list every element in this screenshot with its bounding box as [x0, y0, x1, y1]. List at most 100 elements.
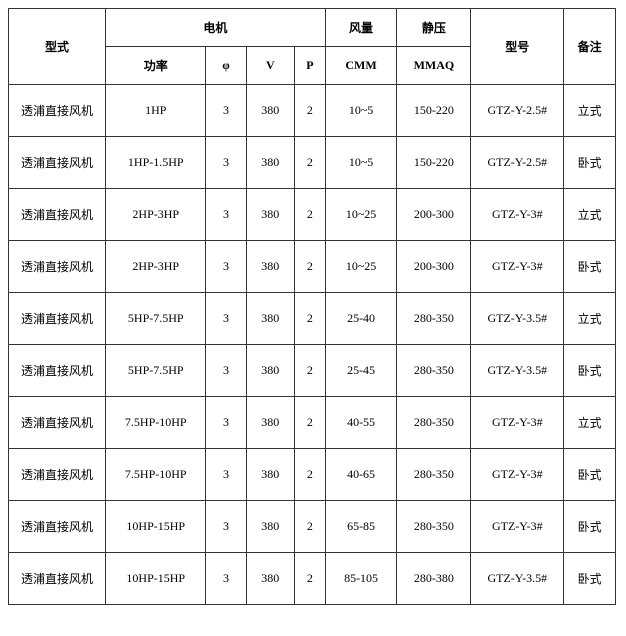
cell-model: GTZ-Y-3#: [471, 241, 564, 293]
header-note: 备注: [564, 9, 616, 85]
cell-note: 卧式: [564, 241, 616, 293]
header-static-pressure: 静压: [397, 9, 471, 47]
cell-phi: 3: [206, 501, 246, 553]
table-row: 透浦直接风机5HP-7.5HP3380225-40280-350GTZ-Y-3.…: [9, 293, 616, 345]
spec-table: 型式 电机 风量 静压 型号 备注 功率 φ V P CMM MMAQ 透浦直接…: [8, 8, 616, 605]
cell-note: 立式: [564, 85, 616, 137]
cell-phi: 3: [206, 241, 246, 293]
cell-type: 透浦直接风机: [9, 189, 106, 241]
cell-cmm: 40-65: [325, 449, 397, 501]
cell-phi: 3: [206, 85, 246, 137]
cell-p: 2: [295, 397, 326, 449]
cell-type: 透浦直接风机: [9, 449, 106, 501]
header-airflow: 风量: [325, 9, 397, 47]
table-header: 型式 电机 风量 静压 型号 备注 功率 φ V P CMM MMAQ: [9, 9, 616, 85]
cell-p: 2: [295, 85, 326, 137]
cell-cmm: 25-45: [325, 345, 397, 397]
cell-v: 380: [246, 189, 295, 241]
cell-phi: 3: [206, 345, 246, 397]
cell-v: 380: [246, 293, 295, 345]
cell-mmaq: 280-380: [397, 553, 471, 605]
cell-v: 380: [246, 553, 295, 605]
cell-mmaq: 200-300: [397, 189, 471, 241]
cell-p: 2: [295, 137, 326, 189]
header-motor: 电机: [106, 9, 326, 47]
cell-power: 10HP-15HP: [106, 501, 206, 553]
cell-cmm: 10~5: [325, 85, 397, 137]
cell-note: 卧式: [564, 137, 616, 189]
cell-note: 卧式: [564, 501, 616, 553]
cell-model: GTZ-Y-3#: [471, 397, 564, 449]
table-row: 透浦直接风机1HP3380210~5150-220GTZ-Y-2.5#立式: [9, 85, 616, 137]
cell-power: 1HP: [106, 85, 206, 137]
cell-power: 1HP-1.5HP: [106, 137, 206, 189]
cell-type: 透浦直接风机: [9, 501, 106, 553]
cell-cmm: 10~5: [325, 137, 397, 189]
cell-model: GTZ-Y-3.5#: [471, 553, 564, 605]
cell-model: GTZ-Y-3.5#: [471, 345, 564, 397]
cell-mmaq: 200-300: [397, 241, 471, 293]
cell-mmaq: 280-350: [397, 345, 471, 397]
table-body: 透浦直接风机1HP3380210~5150-220GTZ-Y-2.5#立式透浦直…: [9, 85, 616, 605]
header-mmaq: MMAQ: [397, 47, 471, 85]
cell-p: 2: [295, 345, 326, 397]
table-row: 透浦直接风机7.5HP-10HP3380240-55280-350GTZ-Y-3…: [9, 397, 616, 449]
header-row-1: 型式 电机 风量 静压 型号 备注: [9, 9, 616, 47]
cell-p: 2: [295, 449, 326, 501]
table-row: 透浦直接风机7.5HP-10HP3380240-65280-350GTZ-Y-3…: [9, 449, 616, 501]
cell-mmaq: 280-350: [397, 397, 471, 449]
cell-power: 5HP-7.5HP: [106, 293, 206, 345]
cell-model: GTZ-Y-3#: [471, 189, 564, 241]
header-model-no: 型号: [471, 9, 564, 85]
cell-type: 透浦直接风机: [9, 553, 106, 605]
cell-v: 380: [246, 241, 295, 293]
cell-power: 5HP-7.5HP: [106, 345, 206, 397]
cell-mmaq: 280-350: [397, 449, 471, 501]
header-phi: φ: [206, 47, 246, 85]
cell-phi: 3: [206, 449, 246, 501]
cell-type: 透浦直接风机: [9, 241, 106, 293]
cell-p: 2: [295, 553, 326, 605]
cell-power: 2HP-3HP: [106, 241, 206, 293]
cell-p: 2: [295, 241, 326, 293]
cell-mmaq: 280-350: [397, 293, 471, 345]
cell-power: 7.5HP-10HP: [106, 449, 206, 501]
cell-type: 透浦直接风机: [9, 85, 106, 137]
cell-mmaq: 150-220: [397, 137, 471, 189]
cell-model: GTZ-Y-3#: [471, 501, 564, 553]
cell-p: 2: [295, 293, 326, 345]
table-row: 透浦直接风机5HP-7.5HP3380225-45280-350GTZ-Y-3.…: [9, 345, 616, 397]
cell-note: 立式: [564, 189, 616, 241]
cell-type: 透浦直接风机: [9, 293, 106, 345]
cell-note: 立式: [564, 397, 616, 449]
header-cmm: CMM: [325, 47, 397, 85]
cell-v: 380: [246, 397, 295, 449]
cell-cmm: 25-40: [325, 293, 397, 345]
cell-cmm: 85-105: [325, 553, 397, 605]
cell-phi: 3: [206, 293, 246, 345]
table-row: 透浦直接风机10HP-15HP3380285-105280-380GTZ-Y-3…: [9, 553, 616, 605]
cell-note: 卧式: [564, 449, 616, 501]
cell-v: 380: [246, 137, 295, 189]
cell-phi: 3: [206, 553, 246, 605]
table-row: 透浦直接风机2HP-3HP3380210~25200-300GTZ-Y-3#立式: [9, 189, 616, 241]
cell-power: 7.5HP-10HP: [106, 397, 206, 449]
cell-note: 立式: [564, 293, 616, 345]
cell-v: 380: [246, 449, 295, 501]
cell-model: GTZ-Y-3.5#: [471, 293, 564, 345]
cell-p: 2: [295, 501, 326, 553]
cell-cmm: 40-55: [325, 397, 397, 449]
cell-v: 380: [246, 501, 295, 553]
cell-model: GTZ-Y-3#: [471, 449, 564, 501]
cell-cmm: 10~25: [325, 189, 397, 241]
cell-model: GTZ-Y-2.5#: [471, 137, 564, 189]
cell-p: 2: [295, 189, 326, 241]
cell-power: 10HP-15HP: [106, 553, 206, 605]
cell-type: 透浦直接风机: [9, 345, 106, 397]
cell-phi: 3: [206, 189, 246, 241]
header-type: 型式: [9, 9, 106, 85]
cell-note: 卧式: [564, 553, 616, 605]
header-v: V: [246, 47, 295, 85]
table-row: 透浦直接风机2HP-3HP3380210~25200-300GTZ-Y-3#卧式: [9, 241, 616, 293]
table-row: 透浦直接风机1HP-1.5HP3380210~5150-220GTZ-Y-2.5…: [9, 137, 616, 189]
